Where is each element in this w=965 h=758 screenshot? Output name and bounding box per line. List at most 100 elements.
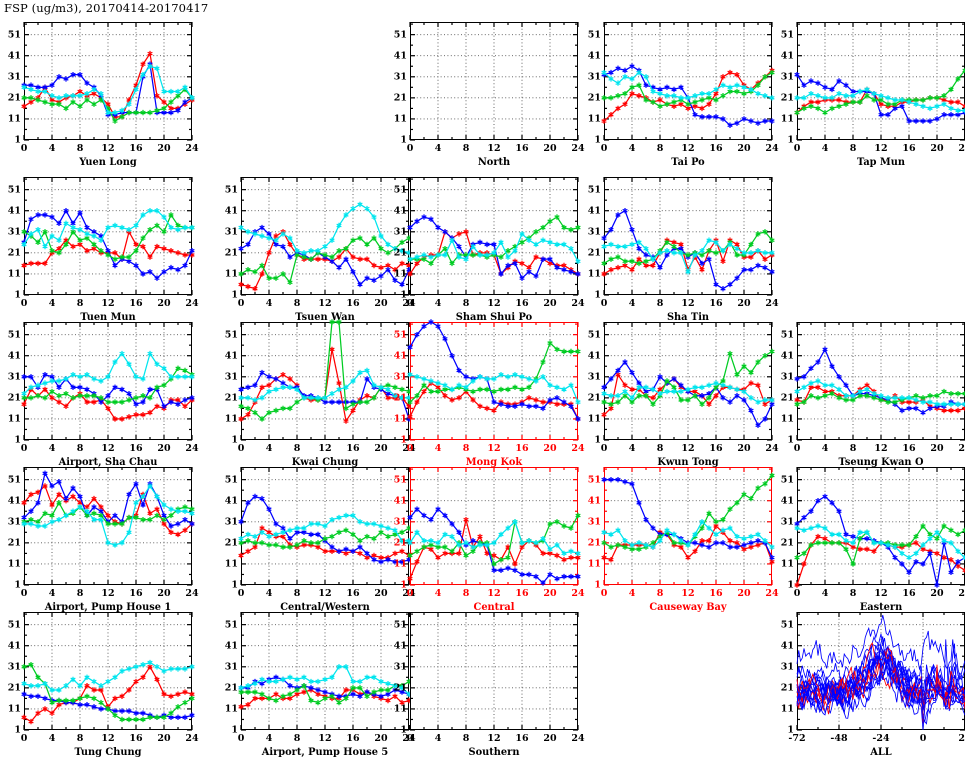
y-tick-label: 41: [224, 205, 238, 217]
x-tick-label: -72: [788, 733, 806, 744]
series-markers-blue: [238, 493, 412, 565]
x-tick-label: 0: [237, 443, 245, 454]
y-tick-label: 21: [7, 682, 21, 694]
x-tick-label: 4: [434, 143, 442, 154]
x-tick-label: 8: [656, 443, 664, 454]
y-tick-label: 31: [587, 226, 601, 238]
y-tick-label: 31: [7, 71, 21, 83]
series-markers-cyan: [407, 371, 581, 405]
y-tick-label: 51: [587, 184, 601, 196]
y-tick-label: 51: [393, 329, 407, 341]
y-tick-label: 11: [7, 113, 21, 125]
y-tick-label: 11: [587, 268, 601, 280]
x-tick-label: 4: [628, 143, 636, 154]
y-tick-label: 11: [224, 703, 238, 715]
y-tick-label: 51: [780, 474, 794, 486]
x-tick-label: 8: [76, 443, 84, 454]
x-tick-label: 4: [48, 298, 56, 309]
panel-title: Tsuen Wan: [295, 312, 355, 323]
x-tick-label: 16: [515, 143, 529, 154]
panel-yuen-long: 1 11 21 31 41 51 0 4 8 12 16 20 24 Yuen Long: [8, 22, 199, 168]
series-markers-cyan: [21, 483, 195, 548]
series-markers-green: [21, 212, 195, 262]
y-tick-label: 51: [7, 619, 21, 631]
y-tick-label: 21: [393, 682, 407, 694]
y-tick-label: 41: [780, 495, 794, 507]
x-tick-label: 24: [185, 298, 199, 309]
y-tick-label: 21: [7, 537, 21, 549]
x-tick-label: 16: [709, 588, 723, 599]
panel-title: Central/Western: [280, 602, 370, 613]
x-tick-label: 0: [793, 143, 801, 154]
y-tick-label: 31: [587, 371, 601, 383]
y-tick-label: 1: [231, 289, 238, 301]
x-tick-label: 4: [48, 143, 56, 154]
x-tick-label: 24: [765, 443, 779, 454]
y-tick-label: 1: [400, 134, 407, 146]
y-tick-label: 41: [7, 350, 21, 362]
panel-tap-mun: 1112131415104812162024Tap Mun: [781, 22, 965, 168]
all-series-line: [796, 655, 965, 715]
x-tick-label: 20: [737, 443, 751, 454]
panel-frame: [241, 322, 409, 440]
y-tick-label: 21: [224, 537, 238, 549]
panel-title: Tuen Mun: [80, 312, 136, 323]
y-tick-label: 51: [393, 184, 407, 196]
plot-area: [601, 322, 775, 441]
x-tick-label: 4: [265, 733, 273, 744]
y-tick-label: 31: [587, 516, 601, 528]
x-tick-label: 16: [346, 443, 360, 454]
y-tick-label: 21: [7, 392, 21, 404]
x-tick-label: 16: [346, 733, 360, 744]
x-tick-label: 12: [681, 443, 695, 454]
x-tick-label: 20: [543, 298, 557, 309]
x-tick-label: 20: [930, 143, 944, 154]
y-tick-label: 51: [224, 329, 238, 341]
y-tick-label: 1: [594, 434, 601, 446]
y-tick-label: 51: [780, 329, 794, 341]
x-tick-label: 16: [902, 588, 916, 599]
panel-airport-sha-chau: 1 11 21 31 41 51 0 4 8 12 16 20 24 Airport, Sha Chau: [8, 322, 199, 468]
x-tick-label: 0: [237, 588, 245, 599]
x-tick-label: 0: [20, 443, 28, 454]
panel-mong-kok: 1 11 21 31 41 51 0 4 8 12 16 20 24 Mong Kok: [394, 319, 585, 468]
plot-area: [794, 22, 965, 141]
plot-area: [238, 319, 412, 441]
series-markers-blue: [601, 208, 775, 292]
series-markers-cyan: [794, 378, 965, 407]
panel-kwun-tong: 1 11 21 31 41 51 0 4 8 12 16 20 24 Kwun Tong: [588, 322, 779, 468]
y-tick-label: 41: [393, 350, 407, 362]
panel-title: Kwun Tong: [657, 457, 719, 468]
y-tick-label: 1: [594, 579, 601, 591]
x-tick-label: 24: [185, 588, 199, 599]
panel-tuen-mun: 1 11 21 31 41 51 0 4 8 12 16 20 24 Tuen Mun: [8, 177, 199, 323]
panel-tai-po: 1 11 21 31 41 51 0 4 8 12 16 20 24 Tai Po: [588, 22, 779, 168]
x-tick-label: 4: [821, 588, 829, 599]
y-tick-label: 21: [780, 92, 794, 104]
y-tick-label: 41: [224, 350, 238, 362]
panel-title: Tung Chung: [74, 747, 142, 758]
x-tick-label: 8: [462, 143, 470, 154]
x-tick-label: 8: [76, 588, 84, 599]
x-tick-label: 24: [958, 143, 965, 154]
y-tick-label: 11: [224, 558, 238, 570]
plot-area: [21, 177, 195, 296]
y-tick-label: 21: [7, 247, 21, 259]
x-tick-label: 20: [930, 443, 944, 454]
x-tick-label: 12: [487, 143, 501, 154]
x-tick-label: 8: [656, 588, 664, 599]
series-markers-green: [21, 365, 195, 405]
y-tick-label: 11: [780, 113, 794, 125]
x-tick-label: 0: [237, 298, 245, 309]
x-tick-label: 20: [374, 298, 388, 309]
y-tick-label: 21: [224, 682, 238, 694]
x-tick-label: 16: [515, 733, 529, 744]
y-tick-label: 41: [587, 50, 601, 62]
panel-frame: [24, 22, 192, 140]
x-tick-label: 0: [793, 443, 801, 454]
y-tick-label: 51: [393, 29, 407, 41]
x-tick-label: 4: [48, 733, 56, 744]
x-tick-label: 0: [600, 298, 608, 309]
panel-airport-pump-house-1: 1 11 21 31 41 51 0 4 8 12 16 20 24 Airport, Pump Hous…: [8, 467, 199, 613]
x-tick-label: 16: [902, 143, 916, 154]
